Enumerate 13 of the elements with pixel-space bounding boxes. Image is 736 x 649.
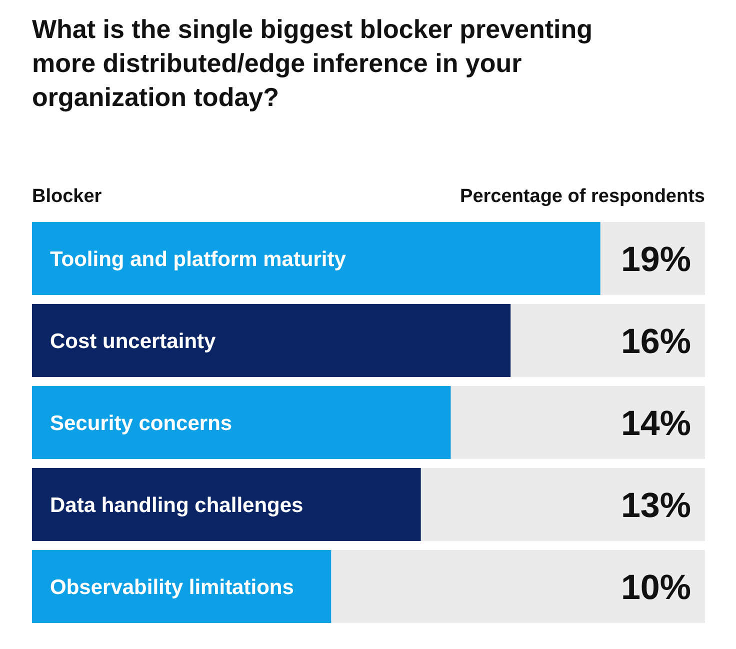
y-tick-label: Tooling and platform maturity: [50, 248, 346, 271]
y-tick-label: Observability limitations: [50, 576, 294, 599]
data-label: 16%: [620, 322, 691, 362]
x-axis-title: Percentage of respondents: [460, 186, 705, 207]
y-tick-label: Data handling challenges: [50, 494, 304, 517]
data-label: 10%: [620, 568, 691, 608]
data-label: 14%: [620, 404, 691, 444]
y-tick-label: Security concerns: [50, 412, 232, 435]
y-axis-title: Blocker: [32, 186, 102, 207]
chart-title: What is the single biggest blocker preventing more distributed/edge inference in your organization today?: [32, 14, 593, 112]
data-label: 13%: [620, 486, 691, 526]
y-tick-label: Cost uncertainty: [50, 330, 216, 353]
data-label: 19%: [620, 240, 691, 280]
